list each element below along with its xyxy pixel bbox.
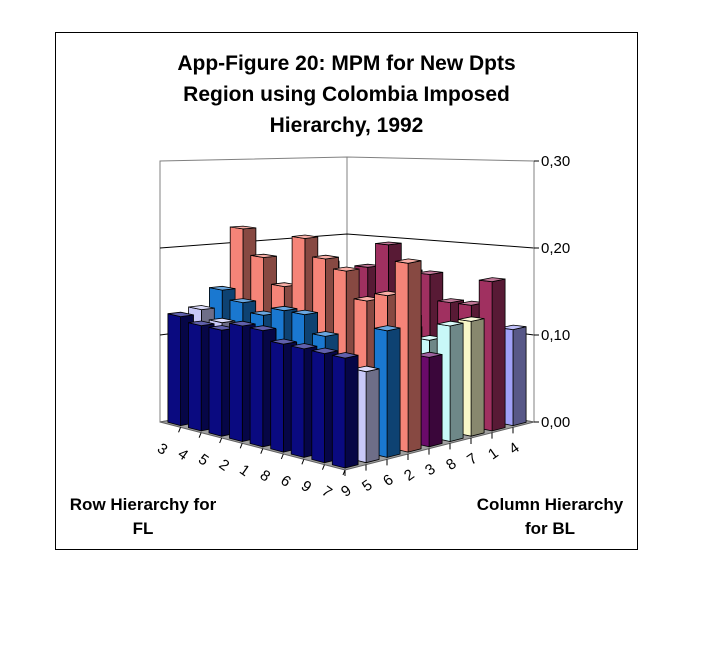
bar-top-face (437, 298, 464, 304)
bar-top-face (311, 347, 338, 355)
bar-top-face (209, 285, 236, 291)
z-tick-label: 0,20 (541, 240, 570, 257)
bar-top-face (291, 343, 317, 350)
column-tick-label: 8 (443, 455, 460, 474)
bar-top-face (333, 266, 360, 272)
bar-right-face (407, 260, 422, 453)
row-tick-label: 6 (277, 472, 294, 491)
column-tick-label: 9 (338, 482, 355, 501)
column-tick-label: 3 (422, 461, 439, 480)
column-axis-title: Column Hierarchy for BL (463, 493, 637, 541)
column-tick-label: 5 (359, 477, 376, 496)
row-tick-label: 4 (175, 445, 192, 464)
bar-top-face (292, 234, 318, 239)
bar-top-face (229, 298, 256, 304)
bar-left-face (331, 354, 346, 469)
bar-top-face (271, 305, 298, 312)
bar-left-face (249, 327, 264, 448)
bar-top-face (291, 309, 318, 316)
chart-title: App-Figure 20: MPM for New Dpts Region u… (55, 48, 638, 141)
column-tick-label: 2 (401, 466, 418, 485)
bar-right-face (449, 322, 464, 443)
bar-top-face (332, 352, 359, 359)
bar-right-face (512, 326, 527, 427)
bar-right-face (428, 354, 443, 448)
bar-right-face (386, 327, 401, 458)
bars (167, 225, 527, 469)
row-axis-title: Row Hierarchy for FL (58, 493, 228, 541)
row-tick-label: 1 (236, 461, 253, 480)
bar-top-face (312, 331, 339, 337)
chart-title-line-1: App-Figure 20: MPM for New Dpts (177, 52, 516, 75)
row-tick-mark (321, 464, 325, 470)
gridline (159, 233, 535, 249)
bar-right-face (491, 278, 506, 432)
column-tick-label: 6 (380, 471, 397, 490)
column-axis-title-line-1: Column Hierarchy (476, 495, 624, 514)
bar-left-face (311, 350, 325, 464)
bar-top-face (500, 324, 527, 331)
row-tick-label: 7 (318, 483, 335, 502)
row-tick-mark (239, 443, 243, 449)
bar-top-face (188, 320, 215, 327)
bar-right-face (470, 318, 485, 437)
bar-left-face (270, 340, 284, 453)
bar-top-face (479, 277, 506, 283)
bar-top-face (312, 254, 339, 260)
row-tick-label: 5 (195, 451, 212, 470)
z-tick-label: 0,00 (541, 414, 570, 431)
z-tick-label: 0,30 (541, 153, 570, 170)
bar-top-face (374, 325, 401, 332)
bar-right-face (365, 368, 380, 464)
bar-top-face (375, 241, 402, 246)
column-axis-title-line-2: for BL (524, 519, 576, 538)
row-axis-title-line-2: FL (132, 519, 154, 538)
bar-top-face (416, 270, 443, 275)
row-tick-label: 9 (298, 477, 315, 496)
row-tick-mark (198, 432, 202, 438)
bar-left-face (290, 345, 305, 458)
z-axis: 0,00 0,10 0,20 0,30 (533, 153, 570, 431)
bar-top-face (188, 305, 215, 311)
bar-top-face (167, 311, 194, 318)
bar-top-face (230, 225, 256, 230)
bar-top-face (270, 338, 297, 345)
bar-top-face (437, 320, 464, 327)
row-axis-title-line-1: Row Hierarchy for (69, 495, 217, 514)
bar-left-face (208, 326, 223, 437)
bar-left-face (229, 322, 243, 443)
column-tick-label: 7 (464, 450, 481, 469)
chart-title-line-2: Region using Colombia Imposed (183, 83, 510, 106)
row-tick-label: 3 (154, 440, 171, 459)
bar-top-face (250, 253, 277, 258)
bar-left-face (187, 322, 202, 432)
bar-top-face (458, 316, 485, 322)
z-tick-label: 0,10 (541, 327, 570, 344)
row-tick-label: 8 (257, 467, 274, 486)
row-tick-label: 2 (216, 456, 233, 475)
row-tick-mark (260, 448, 264, 454)
bar (331, 352, 359, 469)
column-tick-label: 4 (506, 439, 523, 458)
column-tick-label: 1 (485, 445, 502, 464)
row-tick-mark (301, 459, 305, 465)
row-tick-mark (178, 427, 182, 433)
bar-right-face (344, 354, 359, 469)
bar-top-face (229, 320, 256, 327)
row-tick-mark (280, 453, 284, 460)
bar-top-face (250, 325, 276, 332)
bar-top-face (353, 365, 380, 373)
row-tick-mark (219, 437, 223, 444)
bar-top-face (416, 351, 443, 358)
bar-top-face (209, 317, 235, 324)
bar-top-face (395, 258, 422, 264)
bar-left-face (167, 313, 182, 427)
chart-title-line-3: Hierarchy, 1992 (269, 114, 424, 137)
